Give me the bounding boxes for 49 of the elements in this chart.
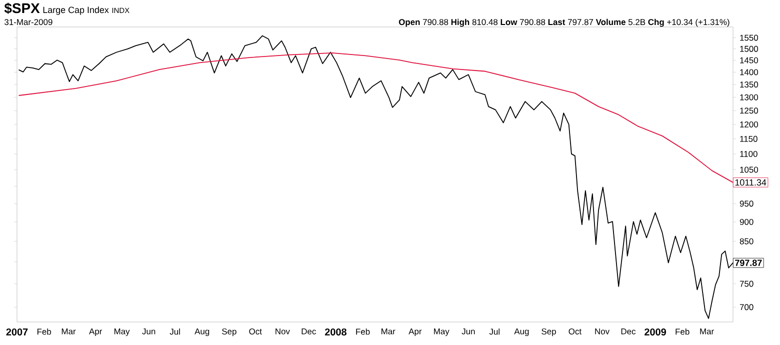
x-tick-label: Nov [276, 328, 290, 334]
x-tick-label: Oct [568, 328, 582, 334]
y-tick-label: 1350 [740, 82, 758, 88]
x-tick-label: Jun [462, 328, 475, 334]
x-tick-label: Apr [408, 328, 422, 336]
x-tick-label: Sep [222, 328, 236, 336]
x-tick-label: Feb [676, 328, 690, 335]
x-tick-label: Aug [194, 328, 210, 336]
x-tick-label: Aug [514, 328, 529, 336]
x-tick-label: Dec [621, 328, 636, 334]
y-tick-label: 1450 [740, 57, 758, 64]
y-tick-label: 900 [740, 218, 754, 225]
x-tick-label: Feb [356, 328, 370, 335]
y-tick-label: 1100 [740, 150, 758, 157]
x-tick-label: Sep [542, 328, 556, 336]
x-tick-label: Mar [700, 328, 714, 334]
y-tick-label: 950 [740, 200, 754, 207]
y-tick-label: 700 [740, 304, 754, 310]
y-tick-label: 1400 [740, 69, 758, 76]
x-tick-label: 2007 [6, 328, 28, 336]
x-tick-label: Jul [170, 328, 180, 335]
y-tick-label: 750 [740, 280, 754, 287]
x-tick-label: Oct [249, 328, 262, 334]
x-tick-label: Jun [142, 328, 156, 334]
y-tick-label: 1250 [740, 108, 758, 114]
x-tick-label: Jul [489, 328, 500, 335]
chart-subtitle: Large Cap Index [43, 6, 109, 15]
x-tick-label: Feb [37, 328, 52, 335]
annotation: 1011.34 [735, 179, 766, 186]
y-tick-label: 850 [740, 238, 754, 244]
x-tick-label: May [434, 328, 450, 336]
y-tick-label: 1300 [740, 94, 758, 100]
text: 31-Mar-2009 [4, 19, 52, 26]
annotation: 797.87 [735, 260, 762, 266]
y-tick-label: 1500 [740, 46, 758, 52]
y-tick-label: 1050 [740, 166, 758, 173]
x-tick-label: 2009 [644, 328, 666, 336]
text: Open 790.88 High 810.48 Low 790.88 Last 797.87 Volume 5.2B Chg +10.34 (+1.31%) [398, 18, 730, 27]
x-tick-label: Dec [302, 328, 316, 334]
x-tick-label: Nov [595, 328, 610, 334]
x-tick-label: Mar [62, 328, 76, 334]
x-tick-label: May [114, 328, 130, 336]
x-tick-label: Mar [381, 328, 396, 334]
y-tick-label: 1150 [740, 136, 758, 142]
y-tick-label: 1200 [740, 121, 758, 128]
x-tick-label: 2008 [324, 328, 346, 336]
y-tick-label: 1550 [740, 34, 758, 41]
chart-title: $SPX [4, 2, 40, 14]
x-tick-label: Apr [89, 328, 102, 336]
